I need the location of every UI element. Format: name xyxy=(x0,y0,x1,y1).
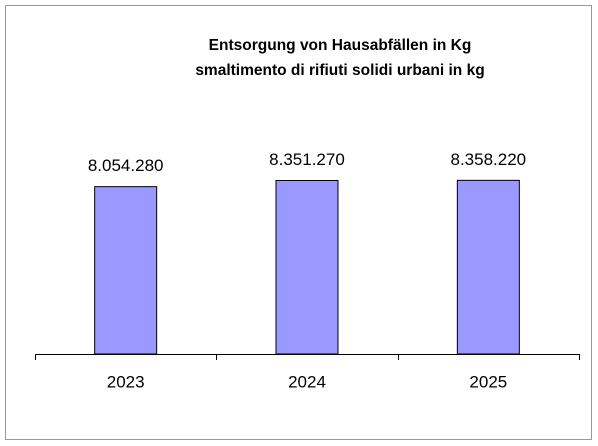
x-tick-label: 2025 xyxy=(469,372,507,391)
bar xyxy=(94,186,158,355)
x-tick-label: 2023 xyxy=(107,372,145,391)
data-label: 8.358.220 xyxy=(451,150,527,169)
data-label: 8.351.270 xyxy=(269,150,345,169)
x-tick-label: 2024 xyxy=(288,372,326,391)
bar xyxy=(275,179,339,355)
chart-subtitle: smaltimento di rifiuti solidi urbani in … xyxy=(195,62,484,79)
chart-title: Entsorgung von Hausabfällen in Kg xyxy=(209,37,472,54)
data-label: 8.054.280 xyxy=(88,156,164,175)
bar xyxy=(456,179,520,355)
